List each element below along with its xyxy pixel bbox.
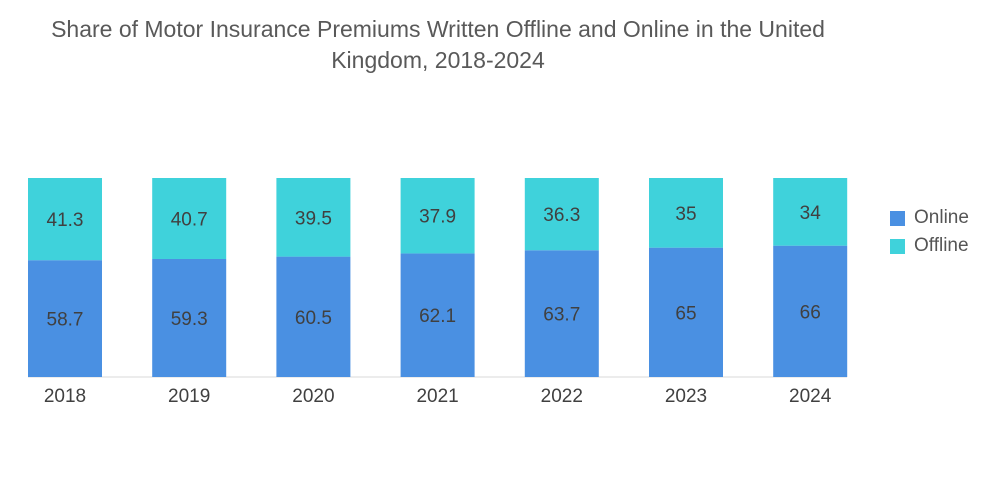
data-label-offline-2021: 37.9 <box>419 207 456 228</box>
legend-item-online: Online <box>890 204 969 232</box>
bar-offline-2019 <box>152 178 227 259</box>
data-label-offline-2024: 34 <box>800 203 822 224</box>
data-label-online-2020: 60.5 <box>295 308 332 329</box>
bar-online-2020 <box>276 256 351 377</box>
data-label-offline-2022: 36.3 <box>543 205 580 226</box>
data-label-offline-2018: 41.3 <box>47 210 84 231</box>
bar-offline-2021 <box>400 178 475 254</box>
x-tick-label-2021: 2021 <box>416 386 458 407</box>
chart-title: Share of Motor Insurance Premiums Writte… <box>51 16 825 73</box>
x-tick-label-2024: 2024 <box>789 386 832 407</box>
data-label-online-2021: 62.1 <box>419 306 456 327</box>
legend-item-offline: Offline <box>890 232 969 260</box>
x-tick-label-2023: 2023 <box>665 386 707 407</box>
data-label-online-2018: 58.7 <box>47 310 84 331</box>
data-label-online-2022: 63.7 <box>543 305 580 326</box>
data-label-offline-2023: 35 <box>675 204 696 225</box>
legend: Online Offline <box>890 204 969 260</box>
bar-online-2019 <box>152 258 227 377</box>
legend-label-online: Online <box>914 207 969 228</box>
x-tick-label-2018: 2018 <box>44 386 86 407</box>
data-label-online-2019: 59.3 <box>171 309 208 330</box>
bar-offline-2018 <box>28 178 102 261</box>
bar-offline-2024 <box>773 178 848 246</box>
data-label-online-2024: 66 <box>800 302 821 323</box>
bar-offline-2022 <box>524 178 599 251</box>
legend-swatch-online <box>890 210 905 226</box>
data-label-offline-2020: 39.5 <box>295 208 332 229</box>
bar-offline-2020 <box>276 178 351 257</box>
bar-online-2023 <box>649 247 723 377</box>
x-tick-label-2019: 2019 <box>168 386 210 407</box>
bar-online-2021 <box>400 253 475 377</box>
x-tick-label-2022: 2022 <box>541 386 583 407</box>
bar-online-2024 <box>773 245 848 377</box>
bar-online-2022 <box>524 250 599 377</box>
data-label-online-2023: 65 <box>675 303 696 324</box>
legend-swatch-offline <box>890 238 905 254</box>
data-label-offline-2019: 40.7 <box>171 209 208 230</box>
legend-label-offline: Offline <box>914 235 969 256</box>
bar-offline-2023 <box>649 178 723 248</box>
bar-online-2018 <box>28 260 102 377</box>
x-tick-label-2020: 2020 <box>292 386 334 407</box>
